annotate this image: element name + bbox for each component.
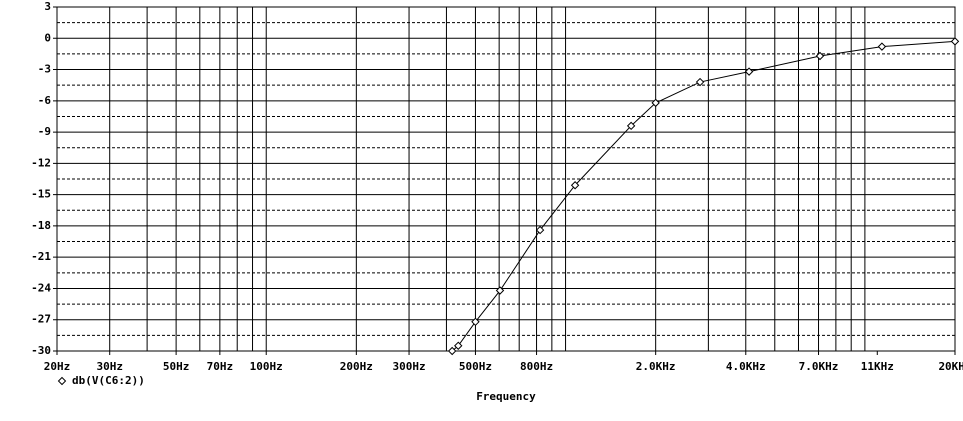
x-tick-label: 200Hz	[340, 360, 373, 373]
y-tick-label: -15	[31, 188, 51, 201]
x-tick-label: 800Hz	[520, 360, 553, 373]
plot-border	[56, 6, 956, 352]
marker	[877, 42, 887, 51]
marker	[454, 341, 463, 350]
marker	[651, 98, 660, 108]
x-axis-label: Frequency	[476, 390, 536, 403]
y-tick-label: -9	[38, 125, 51, 138]
x-tick-label: 30Hz	[96, 360, 123, 373]
y-tick-label: -18	[31, 219, 51, 232]
y-tick-label: -12	[31, 156, 51, 169]
y-tick-label: 3	[44, 0, 51, 13]
x-tick-label: 4.0KHz	[726, 360, 766, 373]
marker	[471, 317, 480, 327]
y-tick-label: -6	[38, 94, 52, 107]
x-tick-label: 300Hz	[392, 360, 425, 373]
y-tick-label: 0	[44, 31, 51, 44]
y-tick-label: -30	[31, 344, 51, 357]
marker	[744, 67, 754, 76]
x-tick-label: 100Hz	[250, 360, 283, 373]
y-tick-label: -24	[31, 281, 51, 294]
y-tick-label: -3	[38, 63, 51, 76]
marker	[495, 286, 505, 295]
x-tick-label: 20Hz	[44, 360, 71, 373]
legend-marker	[57, 376, 67, 386]
marker	[815, 51, 825, 61]
y-tick-label: -21	[31, 250, 51, 263]
marker	[447, 346, 457, 356]
x-tick-label: 11KHz	[861, 360, 894, 373]
x-tick-label: 50Hz	[163, 360, 190, 373]
x-tick-label: 7.0KHz	[799, 360, 839, 373]
marker	[950, 37, 960, 46]
x-tick-label: 20KHz	[938, 360, 963, 373]
marker	[695, 77, 705, 87]
marker	[626, 121, 636, 131]
marker	[570, 181, 580, 190]
x-tick-label: 500Hz	[459, 360, 492, 373]
x-tick-label: 70Hz	[207, 360, 234, 373]
y-tick-label: -27	[31, 313, 51, 326]
legend-label: db(V(C6:2))	[72, 374, 145, 387]
x-tick-label: 2.0KHz	[636, 360, 676, 373]
marker	[535, 225, 545, 235]
